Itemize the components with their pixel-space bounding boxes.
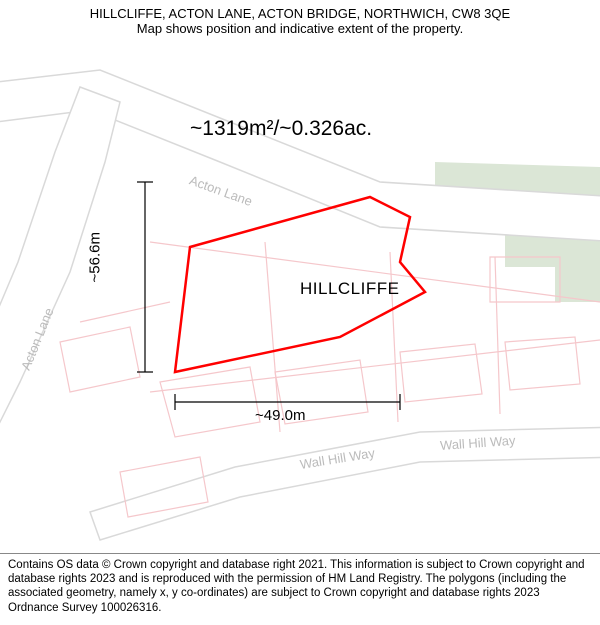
page-title: HILLCLIFFE, ACTON LANE, ACTON BRIDGE, NO… <box>10 6 590 21</box>
map-area: ~1319m²/~0.326ac. ~56.6m ~49.0m HILLCLIF… <box>0 42 600 542</box>
width-measurement: ~49.0m <box>255 407 305 424</box>
area-measurement: ~1319m²/~0.326ac. <box>190 117 372 141</box>
footer: Contains OS data © Crown copyright and d… <box>0 553 600 625</box>
copyright-text: Contains OS data © Crown copyright and d… <box>8 559 585 614</box>
height-measurement: ~56.6m <box>87 232 104 282</box>
page-subtitle: Map shows position and indicative extent… <box>10 21 590 36</box>
header: HILLCLIFFE, ACTON LANE, ACTON BRIDGE, NO… <box>0 0 600 38</box>
property-label: HILLCLIFFE <box>300 279 399 299</box>
